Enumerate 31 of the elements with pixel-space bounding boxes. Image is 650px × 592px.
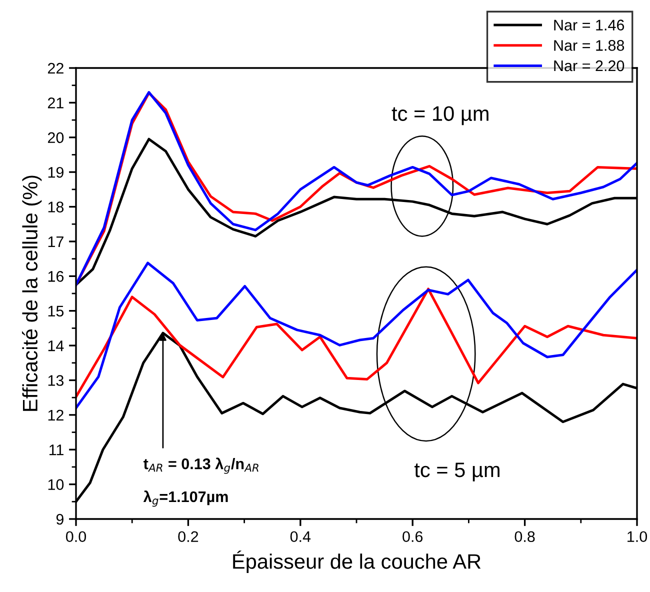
legend-label: Nar = 1.46 xyxy=(554,20,624,30)
x-tick-label: 0.2 xyxy=(178,531,198,542)
y-tick-label: 11 xyxy=(49,444,64,456)
y-tick-label: 16 xyxy=(48,271,64,282)
x-tick-label: 1.0 xyxy=(628,531,648,542)
annotation: tc = 10 µm xyxy=(392,106,488,126)
y-tick-label: 18 xyxy=(48,202,64,212)
x-axis-title: Épaisseur de la couche AR xyxy=(233,550,481,573)
x-tick-label: 0.8 xyxy=(514,531,535,542)
x-tick-label: 0.0 xyxy=(66,531,86,542)
annotation: t$_{AR}$ = 0.13 λ$_{g}$/n$_{AR}$ xyxy=(144,458,258,474)
y-tick-label: 20 xyxy=(48,132,64,144)
annotation: λ$_{g}$=1.107µm xyxy=(143,490,228,507)
y-tick-label: 17 xyxy=(48,236,64,247)
y-axis-title: Efficacité de la cellule (%) xyxy=(22,176,42,411)
y-tick-label: 9 xyxy=(56,514,64,525)
legend-label: Nar = 2.20 xyxy=(554,60,624,72)
line-series xyxy=(76,262,637,410)
y-tick-label: 14 xyxy=(48,340,64,352)
y-tick-label: 13 xyxy=(48,375,64,386)
y-tick-label: 22 xyxy=(48,62,64,74)
x-tick-label: 0.4 xyxy=(290,531,311,542)
annotation: tc = 5 µm xyxy=(414,462,500,482)
y-tick-label: 15 xyxy=(48,306,64,317)
y-tick-label: 10 xyxy=(48,479,64,490)
y-tick-label: 12 xyxy=(48,410,64,420)
x-tick-label: 0.6 xyxy=(402,531,423,542)
y-tick-label: 21 xyxy=(48,98,64,108)
line-series xyxy=(76,288,637,398)
legend-label: Nar = 1.88 xyxy=(554,40,624,51)
y-tick-label: 19 xyxy=(48,166,64,178)
